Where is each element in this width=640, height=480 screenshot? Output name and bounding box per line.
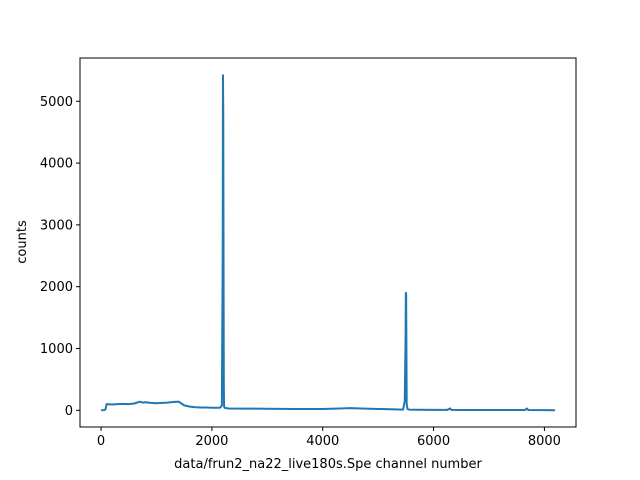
plot-area (100, 74, 556, 412)
y-tick-label: 1000 (40, 342, 73, 357)
y-axis-label: counts (15, 220, 30, 264)
y-tick-label: 3000 (40, 218, 73, 233)
series-line-0 (100, 74, 556, 412)
y-tick-label: 5000 (40, 95, 73, 110)
y-tick-label: 2000 (40, 280, 73, 295)
x-axis-label: data/frun2_na22_live180s.Spe channel num… (174, 457, 482, 472)
x-tick-label: 4000 (306, 434, 339, 449)
x-axis-ticks: 0 2000 4000 6000 8000 (97, 427, 561, 449)
axes-frame (79, 57, 577, 428)
y-tick-label: 0 (65, 404, 73, 419)
y-tick-label: 4000 (40, 157, 73, 172)
x-tick-label: 8000 (528, 434, 561, 449)
y-axis-ticks: 0 1000 2000 3000 4000 5000 (40, 95, 80, 419)
x-tick-label: 2000 (195, 434, 228, 449)
x-tick-label: 6000 (417, 434, 450, 449)
x-tick-label: 0 (97, 434, 105, 449)
